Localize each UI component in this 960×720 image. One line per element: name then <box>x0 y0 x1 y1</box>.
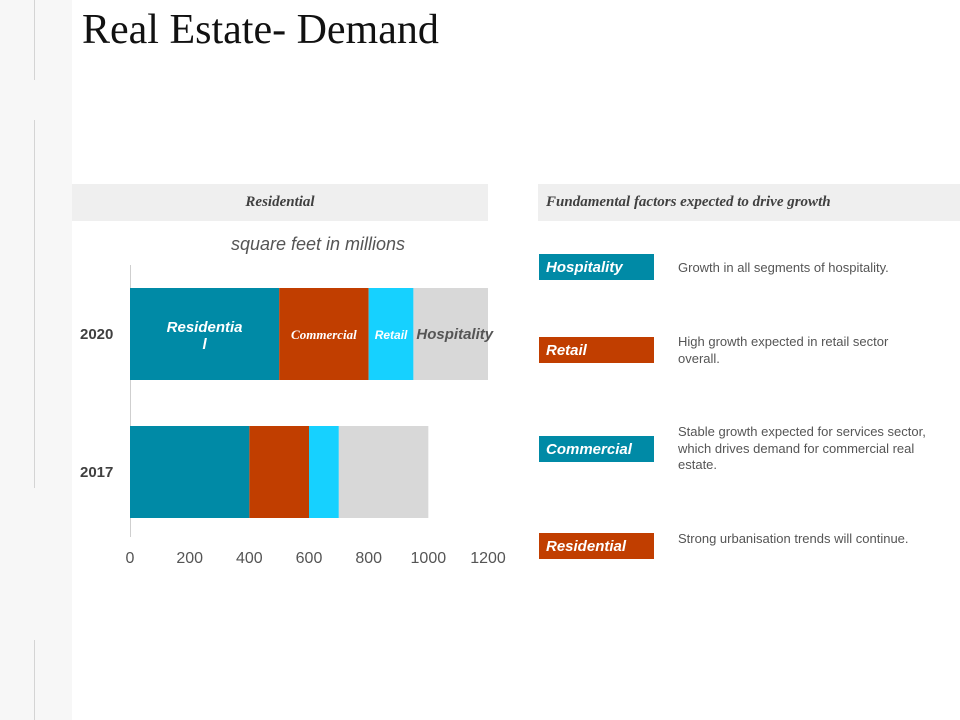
category-label-2017: 2017 <box>80 464 113 481</box>
x-tick-label-1200: 1200 <box>470 550 506 567</box>
bar-2017-residentia-l <box>130 426 250 518</box>
bar-label-residentia-l: Residentia l <box>167 319 243 353</box>
factor-desc-retail: High growth expected in retail sector ov… <box>678 334 889 366</box>
factor-label-commercial: Commercial <box>539 436 654 462</box>
gutter-line-bottom <box>34 640 35 720</box>
bar-label-commercial: Commercial <box>291 327 357 342</box>
left-gutter <box>0 0 72 720</box>
bar-2020-retail <box>368 288 414 380</box>
factor-desc-hospitality: Growth in all segments of hospitality. <box>678 260 889 275</box>
factor-label-residential: Residential <box>539 533 654 559</box>
bar-label-hospitality: Hospitality <box>416 326 493 343</box>
bar-2017-commercial <box>249 426 309 518</box>
x-tick-label-1000: 1000 <box>411 550 447 567</box>
chart-subtitle: square feet in millions <box>230 234 406 254</box>
factor-desc-residential: Strong urbanisation trends will continue… <box>678 531 909 546</box>
x-tick-label-200: 200 <box>176 550 203 567</box>
factor-label-hospitality: Hospitality <box>539 254 654 280</box>
factor-desc-commercial: Stable growth expected for services sect… <box>678 424 926 472</box>
slide-title: Real Estate- Demand <box>82 7 439 53</box>
x-tick-label-400: 400 <box>236 550 263 567</box>
factors-section-header: Fundamental factors expected to drive gr… <box>538 184 960 221</box>
factor-label-retail: Retail <box>539 337 654 363</box>
bar-2017-hospitality <box>338 426 429 518</box>
bar-2020-commercial <box>279 288 369 380</box>
residential-section-header: Residential <box>72 184 488 221</box>
stacked-bar-chart: Residentia l Commercial Retail Hospitality 20… <box>80 265 506 567</box>
gutter-line-top <box>34 0 35 80</box>
bar-label-retail: Retail <box>375 328 408 342</box>
x-tick-label-800: 800 <box>355 550 382 567</box>
x-tick-label-0: 0 <box>126 550 135 567</box>
gutter-line-middle <box>34 120 35 488</box>
category-label-2020: 2020 <box>80 326 113 343</box>
bar-2017-retail <box>309 426 339 518</box>
bar-2020-hospitality <box>413 288 488 380</box>
x-tick-label-600: 600 <box>296 550 323 567</box>
bar-2020-residentia-l <box>130 288 280 380</box>
